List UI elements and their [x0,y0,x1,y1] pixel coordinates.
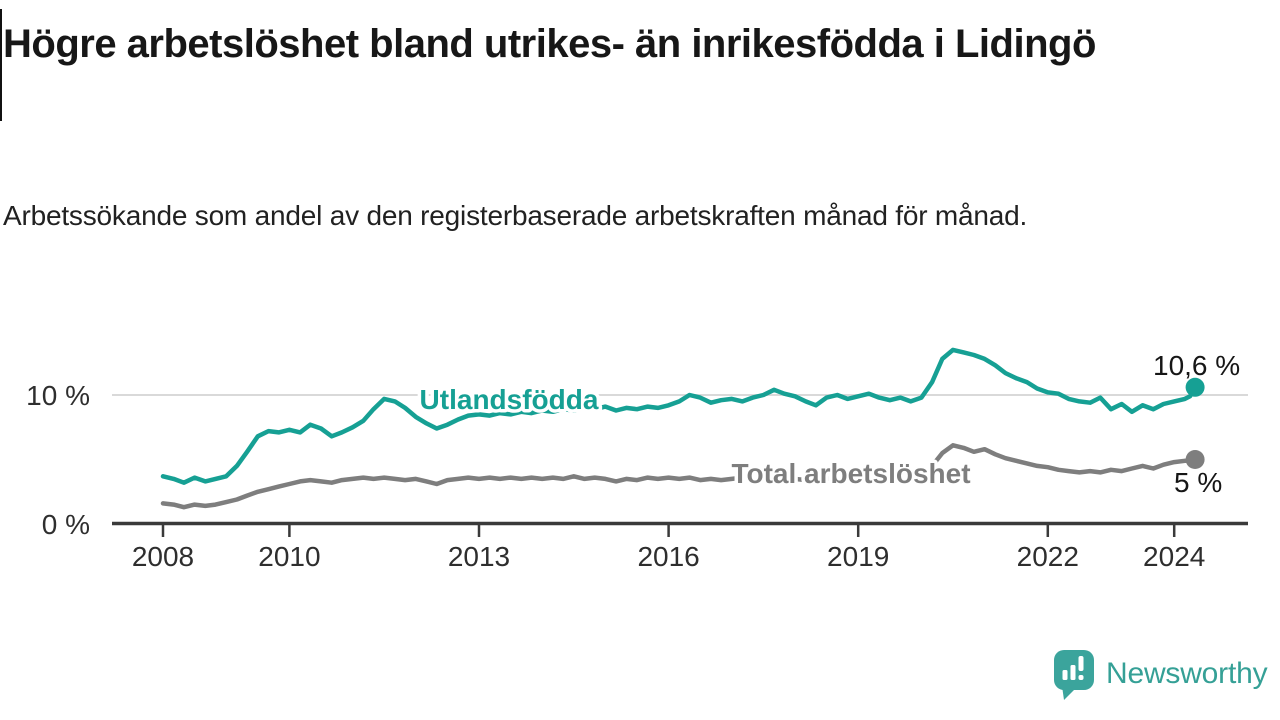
chart-title: Högre arbetslöshet bland utrikes- än inr… [3,22,1096,66]
x-tick-label: 2022 [1017,541,1079,572]
x-tick-label: 2019 [827,541,889,572]
end-dot-utlandsfodda [1185,377,1205,397]
newsworthy-logo[interactable]: Newsworthy [1052,648,1268,700]
end-value-label-total-arbetsloshet: 5 % [1174,467,1222,498]
x-tick-label: 2013 [448,541,510,572]
x-tick-label: 2008 [132,541,194,572]
y-tick-label-0: 0 % [42,509,90,540]
series-label-total-arbetsloshet: Total arbetslöshet [731,458,970,489]
series-label-utlandsfodda: Utlandsfödda [420,384,599,415]
y-tick-label-10: 10 % [26,380,90,411]
end-dot-total-arbetsloshet [1185,450,1205,469]
x-axis-ticks: 2008 2010 2013 2016 2019 2022 2024 [132,523,1205,572]
newsworthy-wordmark: Newsworthy [1106,657,1268,690]
chart-subtitle: Arbetssökande som andel av den registerb… [3,200,1028,231]
series-line-utlandsfodda [160,347,1198,485]
left-edge-mark [0,9,2,121]
x-tick-label: 2024 [1143,541,1205,572]
x-tick-label: 2010 [258,541,320,572]
x-tick-label: 2016 [637,541,699,572]
end-value-label-utlandsfodda: 10,6 % [1153,350,1240,381]
series-line-total-arbetsloshet [160,443,1198,510]
newsworthy-icon [1054,650,1094,700]
